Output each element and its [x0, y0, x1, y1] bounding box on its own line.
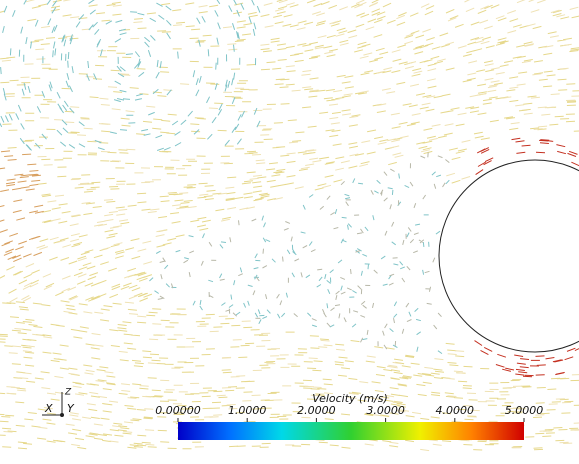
tick-label: 2.0000 [297, 404, 336, 417]
z-label: Z [64, 388, 72, 398]
tick-label: 0.00000 [155, 404, 201, 417]
vector-glyphs [0, 0, 449, 354]
tick-label: 3.0000 [366, 404, 405, 417]
vector-glyphs [0, 151, 44, 262]
cylinder [439, 160, 579, 352]
axes-triad: X Y Z [42, 388, 75, 418]
page: X Y Z Velocity (m/s) 0.000001.00002.0000… [0, 0, 579, 464]
vector-glyphs [158, 152, 450, 349]
x-label: X [44, 402, 53, 415]
colorbar [178, 422, 524, 440]
flow-view: X Y Z Velocity (m/s) 0.000001.00002.0000… [0, 0, 579, 464]
tick-label: 4.0000 [436, 404, 475, 417]
y-axis [60, 413, 64, 417]
tick-label: 5.0000 [505, 404, 544, 417]
tick-label: 1.0000 [228, 404, 267, 417]
